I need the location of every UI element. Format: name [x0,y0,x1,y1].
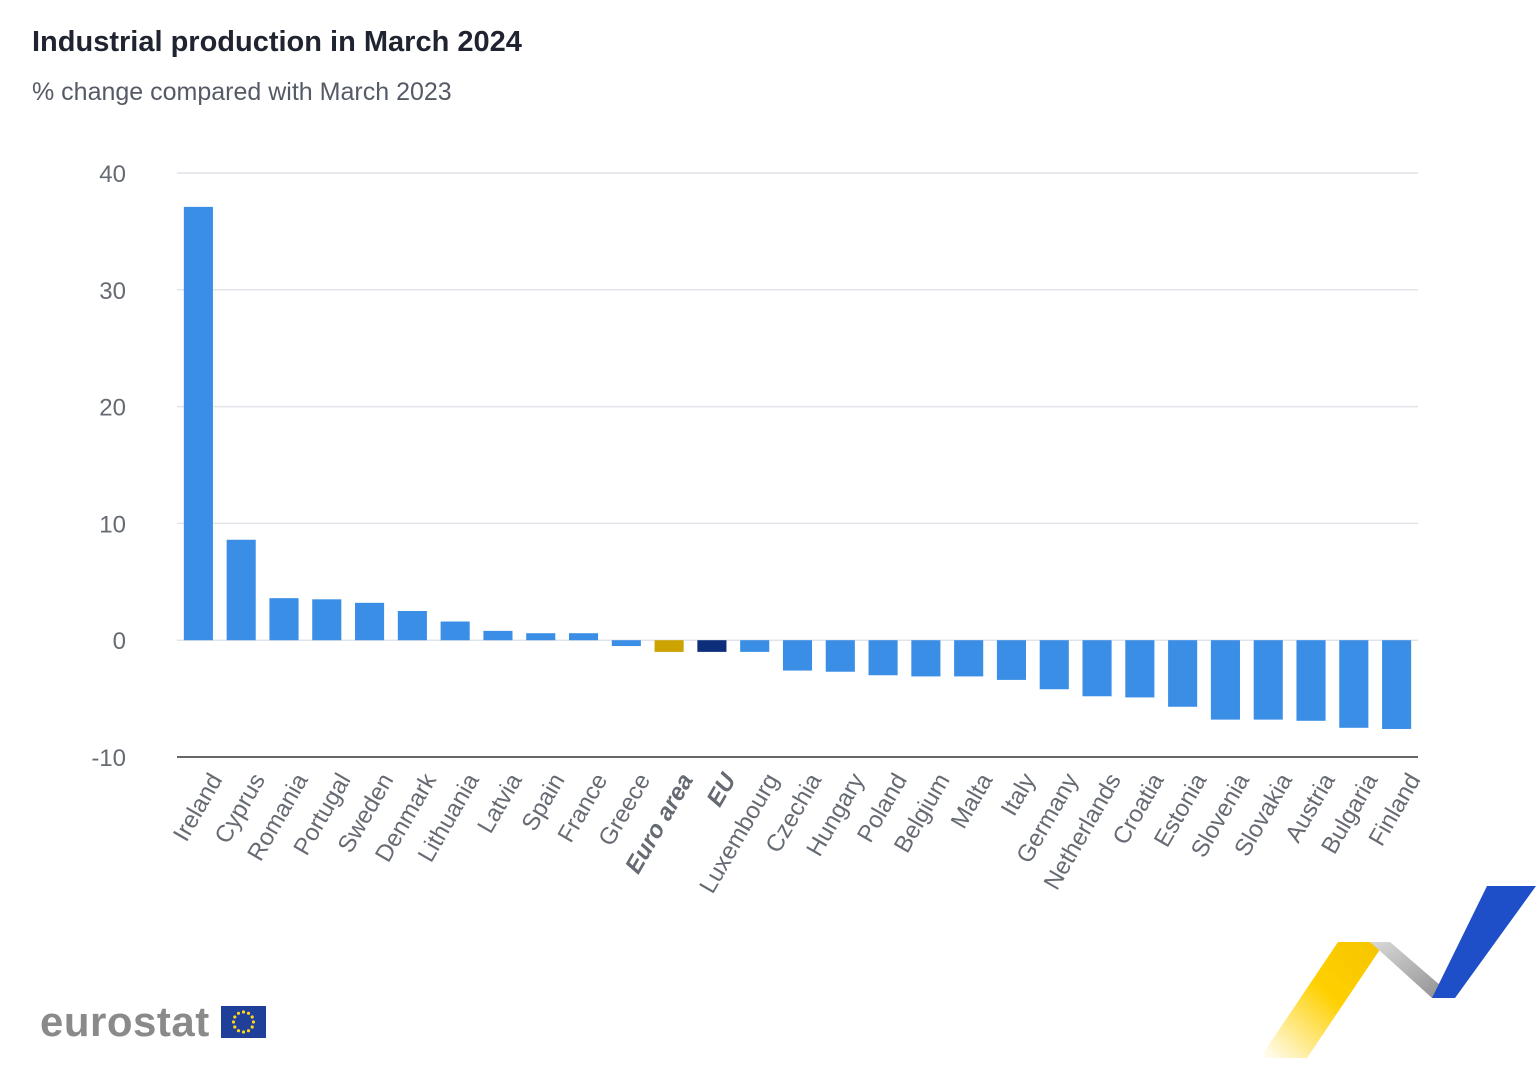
x-tick-label: Malta [946,768,999,833]
bar[interactable] [611,640,641,647]
bar[interactable] [782,640,813,671]
decorative-swoosh-graphic [1260,886,1536,1058]
x-tick-label: Latvia [472,768,528,838]
bar[interactable] [1168,640,1198,707]
bar[interactable] [1253,640,1283,720]
bar[interactable] [1039,640,1069,690]
bar[interactable] [825,640,855,672]
bar[interactable] [483,630,513,641]
bar[interactable] [1296,640,1326,721]
bar[interactable] [1125,640,1155,698]
bar[interactable] [697,640,727,652]
bar[interactable] [312,599,342,641]
bar[interactable] [911,640,941,677]
gridlines [177,172,1418,758]
eu-flag-icon [221,1006,266,1038]
bar[interactable] [1339,640,1369,728]
y-tick-label: -10 [91,745,126,772]
bar[interactable] [654,640,684,652]
bar[interactable] [183,206,213,641]
eurostat-logo-text: eurostat [40,998,210,1045]
bars [183,206,1412,729]
bar[interactable] [1382,640,1412,729]
bar-chart: 40 30 20 10 0 -10 IrelandCyprusRomaniaPortuga… [91,161,1426,898]
bar[interactable] [568,633,599,641]
y-tick-label: 40 [99,161,126,188]
bar[interactable] [740,640,770,652]
bar[interactable] [996,640,1027,680]
y-tick-label: 30 [99,278,126,305]
bar[interactable] [526,633,556,641]
bar[interactable] [226,539,256,641]
y-tick-label: 20 [99,395,126,422]
bar[interactable] [954,640,984,677]
y-tick-label: 0 [113,628,126,655]
y-tick-label: 10 [99,511,126,538]
chart-title: Industrial production in March 2024 [32,26,522,58]
bar[interactable] [355,602,385,641]
bar[interactable] [397,611,427,641]
bar[interactable] [440,621,470,641]
bar[interactable] [1082,640,1112,697]
bar[interactable] [269,598,299,641]
x-tick-label: EU [702,768,742,811]
x-axis-tick-labels: IrelandCyprusRomaniaPortugalSwedenDenmar… [168,768,1426,898]
bar[interactable] [868,640,898,676]
chart-subtitle: % change compared with March 2023 [32,78,452,106]
y-axis-tick-labels: 40 30 20 10 0 -10 [91,161,126,772]
bar[interactable] [1210,640,1240,720]
